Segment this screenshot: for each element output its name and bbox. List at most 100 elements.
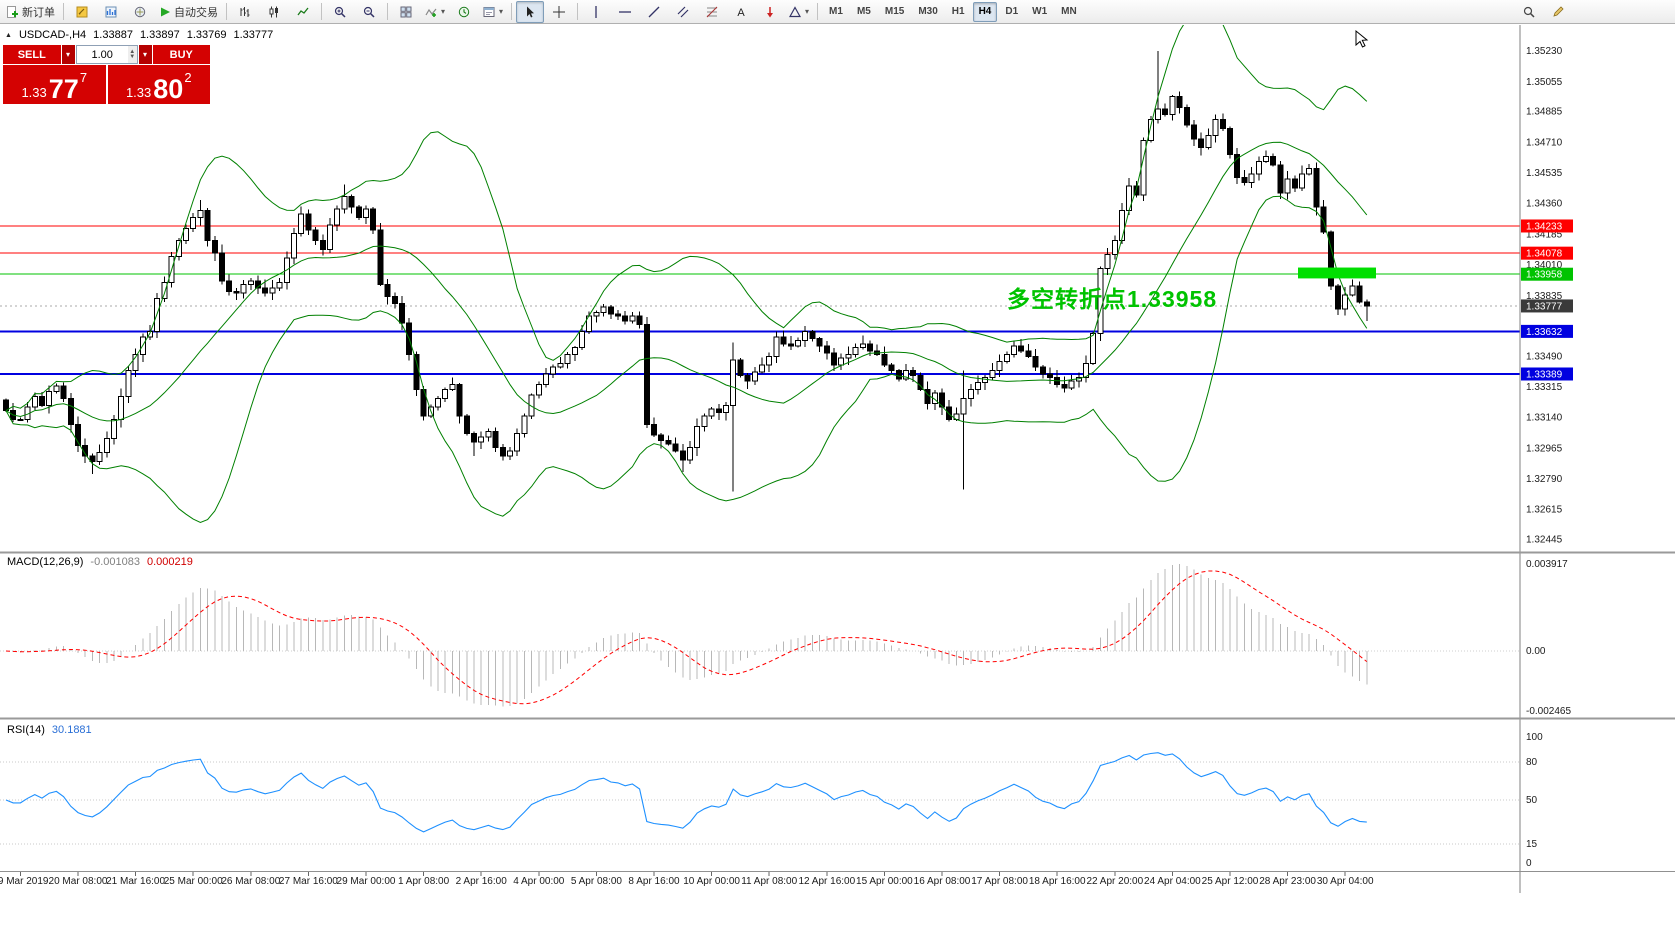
candlestick-chart-button[interactable] [260, 1, 288, 23]
candle-body [211, 240, 218, 254]
timeframe-M30[interactable]: M30 [918, 6, 938, 17]
channel-button[interactable] [669, 1, 697, 23]
candle-body [247, 280, 254, 285]
buy-button[interactable]: BUY [152, 45, 210, 64]
timeframe-MN[interactable]: MN [1061, 6, 1077, 17]
timeframe-M5[interactable]: M5 [856, 6, 871, 17]
candle-body [960, 397, 967, 415]
candle-body [615, 313, 621, 317]
timeframe-H1[interactable]: H1 [951, 6, 965, 17]
candle-body [1061, 383, 1068, 389]
search-icon [1523, 6, 1535, 18]
sell-dropdown-arrow[interactable]: ▾ [61, 45, 75, 64]
candle-body [125, 369, 132, 398]
horizontal-line-button[interactable] [611, 1, 639, 23]
market-watch-button[interactable] [97, 1, 125, 23]
svg-text:0.00: 0.00 [1526, 646, 1546, 657]
arrow-label-icon [767, 6, 774, 17]
candle-body [377, 229, 384, 285]
sell-price-pipette: 7 [79, 70, 88, 85]
candle-body [1162, 108, 1169, 115]
candle-body [363, 208, 369, 219]
candle-body [989, 369, 996, 378]
candle-body [341, 196, 348, 210]
shapes-button[interactable]: ▾ [785, 1, 813, 23]
vertical-line-button[interactable] [582, 1, 610, 23]
candle-body [82, 445, 89, 457]
fibonacci-button[interactable] [698, 1, 726, 23]
edit-button[interactable] [1544, 1, 1572, 23]
low-value: 1.33769 [186, 29, 227, 41]
timeframe-M1[interactable]: M1 [829, 6, 843, 17]
templates-button[interactable]: ▾ [479, 1, 507, 23]
highlight-rectangle[interactable] [1298, 267, 1376, 279]
svg-text:80: 80 [1526, 757, 1538, 768]
zoom-out-icon [363, 6, 375, 18]
zoom-out-button[interactable] [355, 1, 383, 23]
candle-body [413, 354, 420, 391]
timeframe-W1[interactable]: W1 [1032, 6, 1048, 17]
candle-body [471, 432, 477, 443]
clock-button[interactable] [450, 1, 478, 23]
turning-point-annotation[interactable]: 多空转折点1.33958 [1007, 286, 1218, 312]
sell-price-pips: 77 [48, 74, 79, 104]
candle-body [1255, 161, 1262, 175]
candle-body [975, 382, 981, 391]
svg-text:28 Apr 23:00: 28 Apr 23:00 [1259, 876, 1316, 887]
chevron-down-icon: ▾ [441, 7, 446, 16]
sell-price-big-figure: 1.33 [21, 85, 47, 100]
candle-body [226, 280, 233, 292]
metaeditor-button[interactable] [68, 1, 96, 23]
line-chart-button[interactable] [289, 1, 317, 23]
candle-body [175, 240, 182, 257]
trendline-button[interactable] [640, 1, 668, 23]
text-button[interactable]: A [727, 1, 755, 23]
candle-body [111, 418, 117, 440]
candle-body [759, 364, 765, 373]
volume-down-arrow[interactable]: ▼ [129, 53, 136, 60]
rsi-line [5, 752, 1367, 833]
navigator-button[interactable] [126, 1, 154, 23]
candle-body [31, 396, 38, 408]
timeframe-toolbar: M1 M5 M15 M30 H1 H4 D1 W1 MN [822, 1, 1084, 22]
new-order-button[interactable]: 新订单 [3, 1, 59, 23]
svg-text:2 Apr 16:00: 2 Apr 16:00 [456, 876, 508, 887]
buy-price-button[interactable]: 1.33 80 2 [107, 65, 210, 104]
buy-dropdown-arrow[interactable]: ▾ [138, 45, 152, 64]
timeframe-M15[interactable]: M15 [884, 6, 905, 17]
chart-canvas[interactable]: 1.35230 1.35055 1.34885 1.34710 1.34535 1.343… [0, 25, 1675, 952]
pencil-icon [1553, 5, 1564, 17]
bar-chart-button[interactable] [231, 1, 259, 23]
indicators-button[interactable]: ▾ [421, 1, 449, 23]
open-value: 1.33887 [93, 29, 133, 41]
autotrading-button[interactable]: 自动交易 [155, 1, 222, 23]
arrow-label-button[interactable] [756, 1, 784, 23]
text-icon: A [737, 7, 745, 18]
candle-body [1191, 124, 1197, 140]
svg-text:0.003917: 0.003917 [1526, 559, 1568, 570]
cursor-button[interactable] [516, 0, 545, 23]
expand-ohlc-icon[interactable]: ▲ [5, 31, 12, 39]
tile-windows-button[interactable] [392, 1, 420, 23]
svg-text:100: 100 [1526, 732, 1543, 743]
timeframe-H4[interactable]: H4 [972, 1, 998, 22]
zoom-in-button[interactable] [326, 1, 354, 23]
crosshair-button[interactable] [545, 1, 573, 23]
candle-body [1047, 373, 1053, 378]
candle-body [1169, 96, 1176, 115]
sell-price-button[interactable]: 1.33 77 7 [3, 65, 106, 104]
volume-up-arrow[interactable]: ▲ [129, 48, 136, 55]
sell-button[interactable]: SELL [3, 45, 61, 64]
svg-text:1.33315: 1.33315 [1526, 382, 1563, 393]
candle-body [1349, 285, 1356, 296]
svg-text:1.33632: 1.33632 [1526, 327, 1563, 338]
price-tag [1521, 367, 1573, 381]
search-button[interactable] [1515, 1, 1543, 23]
candle-body [823, 345, 830, 354]
timeframe-D1[interactable]: D1 [1005, 6, 1019, 17]
bar-chart-icon [240, 6, 250, 17]
volume-input[interactable] [76, 46, 128, 63]
candle-body [96, 452, 103, 463]
symbol-period-label: USDCAD-,H4 [18, 29, 87, 41]
macd-label: MACD(12,26,9) -0.001083 0.000219 [7, 556, 193, 568]
